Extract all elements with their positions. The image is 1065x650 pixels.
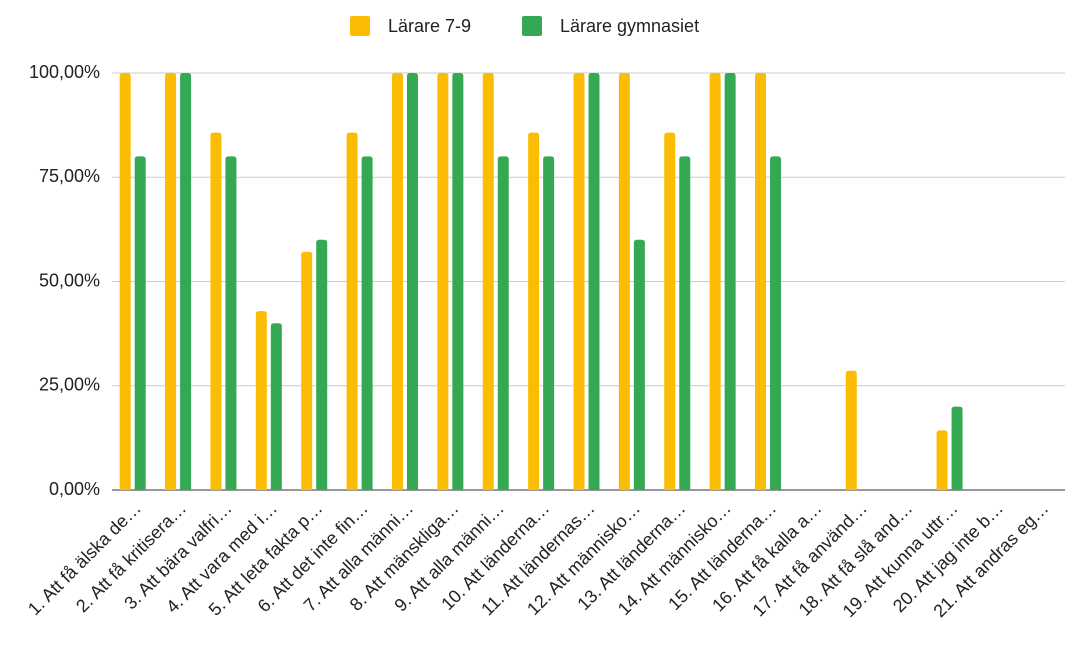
y-tick-label: 75,00% bbox=[39, 166, 100, 186]
legend-swatch bbox=[350, 16, 370, 36]
bar bbox=[134, 156, 146, 490]
legend-label: Lärare 7-9 bbox=[388, 16, 471, 36]
bar bbox=[225, 156, 237, 490]
y-tick-label: 50,00% bbox=[39, 270, 100, 290]
bar bbox=[180, 73, 192, 490]
bar bbox=[346, 132, 358, 491]
bar bbox=[845, 370, 857, 490]
bar bbox=[301, 251, 313, 490]
y-tick-label: 0,00% bbox=[49, 479, 100, 499]
bar bbox=[452, 73, 464, 490]
bar bbox=[482, 73, 494, 490]
bar bbox=[391, 73, 403, 490]
bar bbox=[270, 323, 282, 490]
bar bbox=[679, 156, 691, 490]
bar bbox=[255, 311, 267, 490]
bar bbox=[406, 73, 418, 490]
legend-label: Lärare gymnasiet bbox=[560, 16, 699, 36]
bar bbox=[724, 73, 736, 490]
bar bbox=[210, 132, 222, 491]
bar bbox=[528, 132, 540, 491]
bar bbox=[543, 156, 555, 490]
bar bbox=[316, 239, 328, 490]
bar bbox=[936, 430, 948, 490]
bar bbox=[709, 73, 721, 490]
bar bbox=[437, 73, 449, 490]
bar bbox=[588, 73, 600, 490]
bar bbox=[573, 73, 585, 490]
bar bbox=[951, 406, 963, 490]
bar bbox=[361, 156, 373, 490]
bar bbox=[618, 73, 630, 490]
bar bbox=[497, 156, 509, 490]
bar bbox=[165, 73, 177, 490]
bar bbox=[755, 73, 767, 490]
bar bbox=[770, 156, 782, 490]
bar bbox=[664, 132, 676, 491]
y-tick-label: 100,00% bbox=[29, 62, 100, 82]
bar bbox=[633, 239, 645, 490]
y-tick-label: 25,00% bbox=[39, 375, 100, 395]
legend-swatch bbox=[522, 16, 542, 36]
bar bbox=[119, 73, 131, 490]
